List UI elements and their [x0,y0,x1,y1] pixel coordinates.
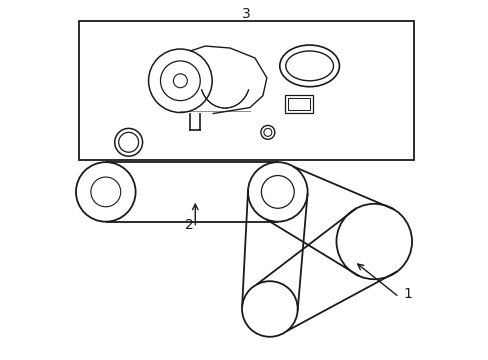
Bar [284,95,312,113]
Text: 3: 3 [242,7,250,21]
FancyBboxPatch shape [79,21,413,160]
Text: 1: 1 [402,287,411,301]
Text: 2: 2 [185,217,194,231]
Bar [287,98,309,109]
